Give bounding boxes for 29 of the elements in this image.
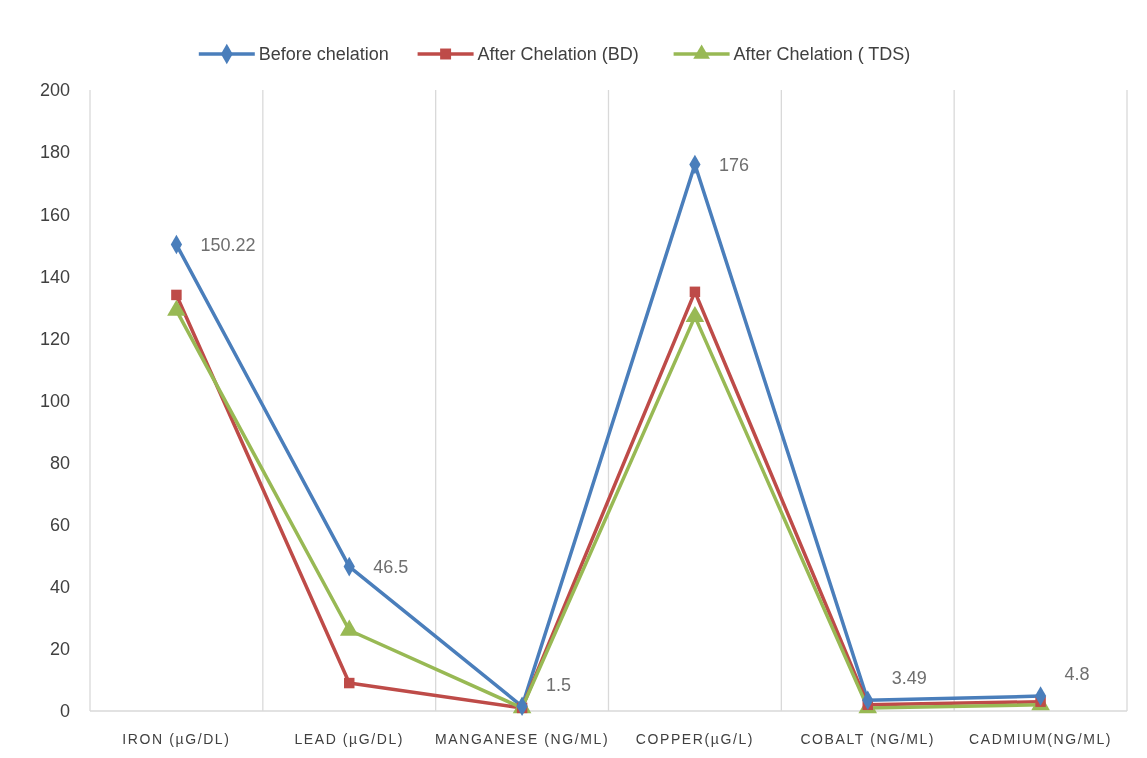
y-tick-label: 160 (39, 204, 70, 225)
data-label: 3.49 (891, 668, 927, 689)
x-tick-label: CADMIUM(NG/ML) (969, 731, 1113, 747)
y-tick-label: 140 (39, 266, 70, 287)
y-tick-label: 100 (39, 390, 70, 411)
x-tick-label: MANGANESE (NG/ML) (434, 731, 610, 747)
data-label: 4.8 (1064, 664, 1090, 685)
point (171, 289, 182, 301)
data-label: 150.22 (200, 234, 256, 255)
y-tick-label: 60 (49, 515, 70, 535)
y-tick-label: 80 (49, 452, 70, 473)
legend-label: Before chelation (258, 44, 389, 65)
y-tick-label: 120 (39, 328, 70, 349)
y-tick-label: 40 (49, 577, 70, 598)
x-tick-label: IRON (µG/DL) (122, 731, 231, 747)
x-tick-label: COPPER(µG/L) (635, 731, 755, 747)
point (689, 286, 701, 298)
y-tick-label: 180 (39, 142, 70, 163)
y-tick-label: 20 (49, 639, 70, 660)
point (344, 677, 355, 689)
legend-label: After Chelation (BD) (477, 44, 639, 65)
y-tick-label: 200 (39, 80, 70, 101)
x-tick-label: COBALT (NG/ML) (800, 731, 936, 747)
y-tick-label: 0 (59, 701, 70, 722)
x-tick-label: LEAD (µG/DL) (294, 731, 405, 747)
legend-label: After Chelation ( TDS) (733, 44, 911, 65)
data-label: 46.5 (373, 556, 409, 577)
data-label: 176 (718, 154, 749, 175)
data-label: 1.5 (546, 674, 572, 695)
